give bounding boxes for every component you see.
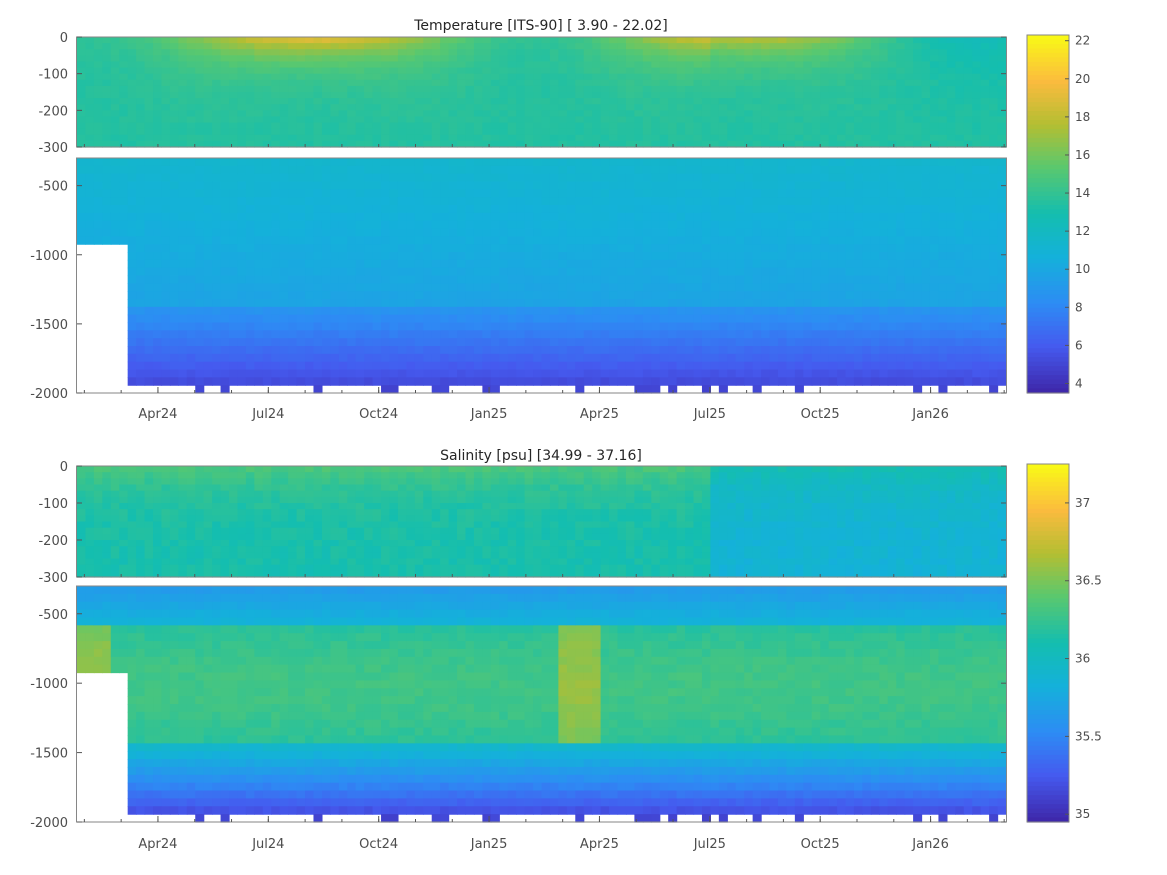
x-tick-label: Oct25	[801, 407, 840, 422]
colorbar-tick-label: 4	[1075, 376, 1083, 390]
colorbar-tick-label: 35	[1075, 807, 1090, 821]
colorbar-tick-label: 12	[1075, 224, 1090, 238]
colorbar-tick-label: 6	[1075, 338, 1083, 352]
x-tick-label: Apr25	[580, 837, 619, 852]
y-tick-label: -200	[38, 534, 68, 549]
y-tick-label: -300	[38, 571, 68, 586]
colorbar-tick-label: 14	[1075, 186, 1090, 200]
y-tick-label: -1500	[30, 747, 68, 762]
colorbar-tick-label: 37	[1075, 496, 1090, 510]
colorbar-tick-label: 10	[1075, 262, 1090, 276]
temperature-colorbar: 4 6 8 10 12 14 16 18 20 22	[1026, 34, 1090, 394]
x-tick-label: Jan26	[911, 837, 949, 852]
salinity-upper-panel-frame	[76, 465, 1007, 578]
salinity-colorbar: 35 35.5 36 36.5 37	[1026, 463, 1102, 823]
colorbar-tick-label: 8	[1075, 300, 1083, 314]
x-tick-label: Jan26	[911, 407, 949, 422]
x-tick-label: Jul24	[251, 837, 284, 852]
temperature-upper-panel: 0 -100 -200 -300	[38, 31, 1007, 156]
y-tick-label: -2000	[30, 816, 68, 831]
x-tick-label: Oct24	[359, 837, 398, 852]
temperature-lower-panel-frame	[76, 157, 1007, 394]
salinity-field-cells	[77, 586, 1007, 823]
x-tick-label: Oct24	[359, 407, 398, 422]
y-tick-label: -1000	[30, 249, 68, 264]
x-tick-label: Jul25	[693, 837, 726, 852]
x-tick-label: Jul24	[251, 407, 284, 422]
salinity-lower-panel: -500 -1000 -1500 -2000	[30, 585, 1007, 831]
y-tick-label: -2000	[30, 387, 68, 402]
colorbar-tick-label: 22	[1075, 34, 1090, 48]
temperature-upper-panel-frame	[76, 36, 1007, 148]
colorbar-tick-label: 20	[1075, 72, 1090, 86]
colorbar-tick-label: 18	[1075, 110, 1090, 124]
temperature-lower-panel: -500 -1000 -1500 -2000	[30, 157, 1007, 402]
x-tick-label: Jul25	[693, 407, 726, 422]
y-tick-label: -100	[38, 497, 68, 512]
temperature-field-cells	[77, 158, 1007, 394]
x-tick-label: Jan25	[470, 837, 508, 852]
salinity-title: Salinity [psu] [34.99 - 37.16]	[440, 448, 642, 464]
temperature-section: Temperature [ITS-90] [ 3.90 - 22.02] 0 -10…	[30, 18, 1090, 422]
y-tick-label: -100	[38, 68, 68, 83]
y-tick-label: -1500	[30, 318, 68, 333]
y-tick-label: 0	[60, 31, 68, 46]
x-tick-label: Apr24	[138, 837, 177, 852]
x-tick-label: Oct25	[801, 837, 840, 852]
y-tick-label: -500	[38, 608, 68, 623]
salinity-section: Salinity [psu] [34.99 - 37.16] 0 -100 -200 -…	[30, 448, 1102, 852]
y-tick-label: -200	[38, 104, 68, 119]
temperature-title: Temperature [ITS-90] [ 3.90 - 22.02]	[413, 18, 668, 34]
colorbar-tick-label: 36	[1075, 652, 1090, 666]
y-tick-label: -300	[38, 141, 68, 156]
salinity-field-cells	[77, 466, 1007, 578]
colorbar-tick-label: 16	[1075, 148, 1090, 162]
x-tick-label: Apr24	[138, 407, 177, 422]
y-tick-label: -1000	[30, 677, 68, 692]
salinity-lower-panel-frame	[76, 585, 1007, 823]
y-tick-label: 0	[60, 460, 68, 475]
x-tick-label: Apr25	[580, 407, 619, 422]
temperature-field-cells	[77, 37, 1007, 148]
colorbar-tick-label: 35.5	[1075, 729, 1102, 743]
colorbar-tick-label: 36.5	[1075, 574, 1102, 588]
salinity-upper-panel: 0 -100 -200 -300	[38, 460, 1007, 586]
y-tick-label: -500	[38, 180, 68, 195]
x-tick-label: Jan25	[470, 407, 508, 422]
